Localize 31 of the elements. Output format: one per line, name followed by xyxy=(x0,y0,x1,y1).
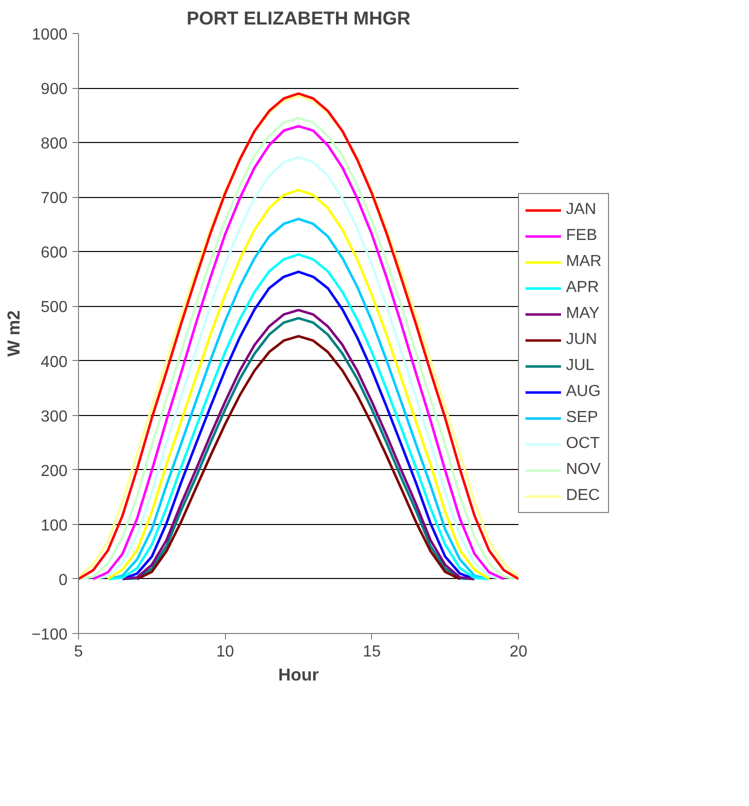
y-tick-label: 300 xyxy=(40,408,68,426)
y-tick-label: 400 xyxy=(40,354,68,371)
y-tick-label: 100 xyxy=(40,517,68,534)
y-tick-label: 700 xyxy=(40,190,68,208)
y-tick-label: 900 xyxy=(40,81,68,98)
legend-label: JUN xyxy=(566,331,598,349)
legend-label: APR xyxy=(566,279,599,297)
legend-label: SEP xyxy=(566,409,598,427)
y-tick-label: 500 xyxy=(40,299,68,316)
legend-label: MAY xyxy=(566,305,600,323)
y-tick-label: 200 xyxy=(40,462,68,480)
legend-label: DEC xyxy=(566,487,600,505)
y-tick-label: 1000 xyxy=(32,26,68,44)
x-tick-label: 15 xyxy=(362,644,381,660)
legend-label: AUG xyxy=(566,383,601,401)
x-axis-title: Hour xyxy=(278,664,319,684)
legend-label: JAN xyxy=(566,201,596,219)
y-tick-label: −100 xyxy=(31,626,68,644)
y-tick-label: 600 xyxy=(40,244,68,262)
x-tick-label: 5 xyxy=(74,644,84,660)
legend-label: JUL xyxy=(566,357,594,375)
x-tick-label: 10 xyxy=(216,644,234,660)
y-axis-title: W m2 xyxy=(3,310,24,357)
legend-label: OCT xyxy=(566,435,600,453)
legend-label: NOV xyxy=(566,461,601,479)
y-tick-label: 0 xyxy=(58,572,68,589)
legend-label: FEB xyxy=(566,227,598,245)
y-tick-label: 800 xyxy=(40,136,68,153)
x-tick-label: 20 xyxy=(510,644,528,660)
legend-label: MAR xyxy=(566,253,602,271)
chart-title: PORT ELIZABETH MHGR xyxy=(186,8,411,28)
